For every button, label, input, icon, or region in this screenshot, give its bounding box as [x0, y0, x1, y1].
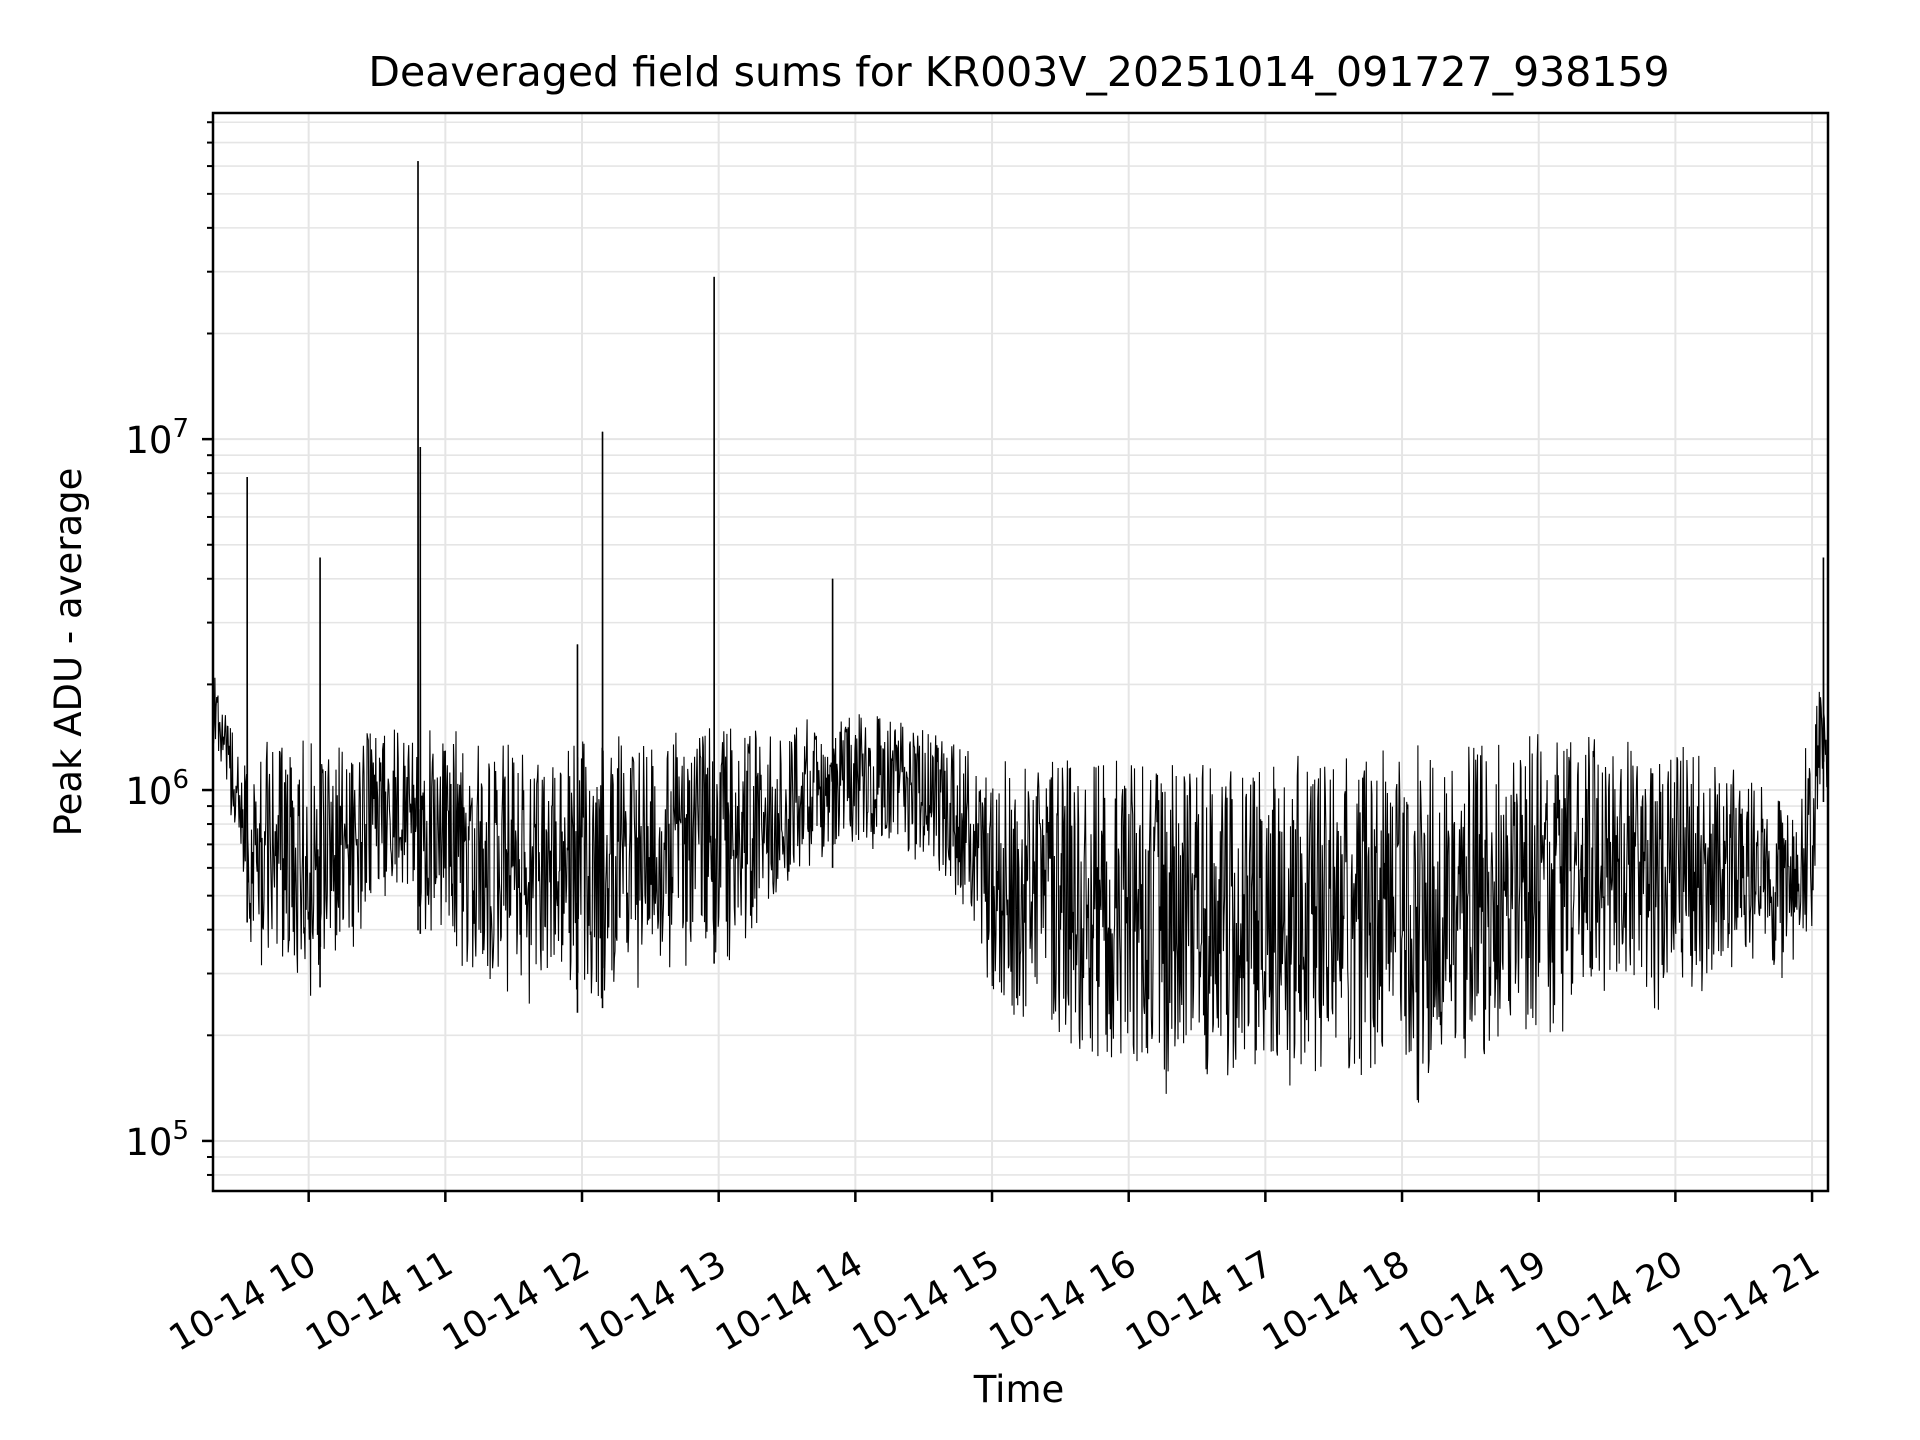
y-axis-label: Peak ADU - average [47, 468, 90, 837]
y-tick-label: 106 [125, 765, 189, 813]
y-tick-label: 107 [125, 414, 189, 462]
series-layer [212, 161, 1829, 1103]
x-axis-label: Time [973, 1368, 1065, 1411]
chart-title: Deaveraged field sums for KR003V_2025101… [368, 48, 1669, 96]
series-line [212, 161, 1829, 1103]
y-axis: 105 106 107 [125, 121, 213, 1176]
plot-frame [211, 111, 1830, 1193]
y-tick-label: 105 [125, 1116, 189, 1164]
